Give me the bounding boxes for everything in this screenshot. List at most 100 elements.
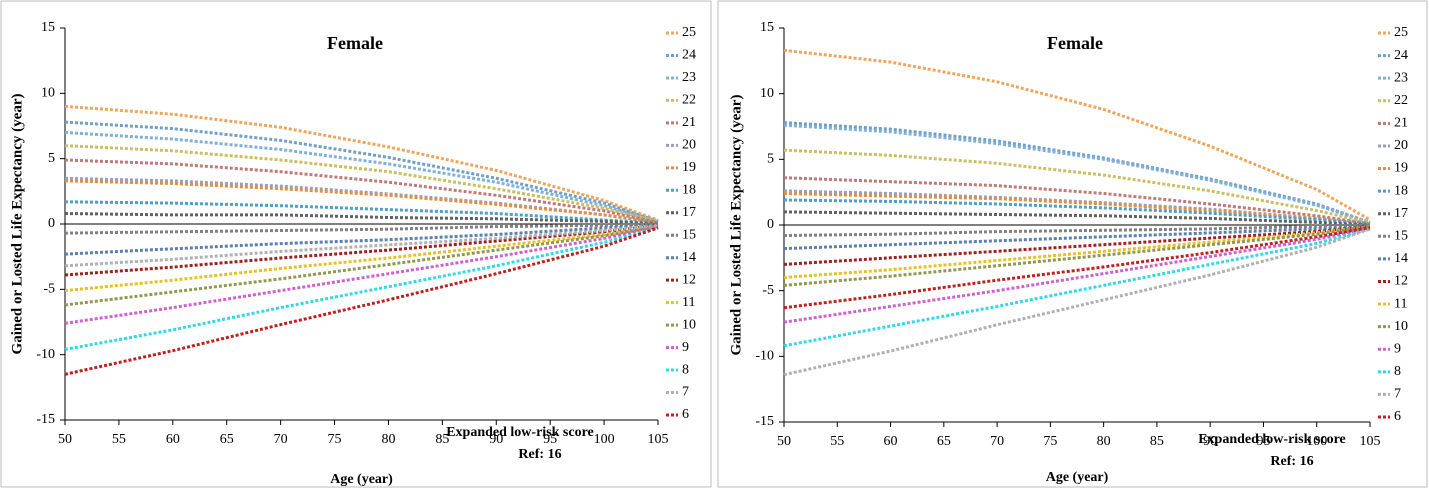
- series-line: [783, 227, 1371, 348]
- legend-label: 7: [682, 385, 689, 400]
- series-line: [783, 176, 1371, 226]
- legend-label: 7: [1394, 387, 1401, 402]
- x-tick-label: 90: [1203, 434, 1217, 449]
- legend-label: 18: [1394, 183, 1408, 198]
- series-line: [783, 224, 1371, 266]
- legend-label: 9: [1394, 341, 1401, 356]
- x-tick-label: 55: [830, 434, 844, 449]
- legend-label: 10: [682, 317, 696, 332]
- x-tick-label: 80: [381, 432, 395, 447]
- x-tick-label: 100: [1306, 434, 1327, 449]
- series-line: [783, 48, 1371, 222]
- series-line: [64, 104, 659, 222]
- y-tick-label: -10: [755, 349, 774, 364]
- y-tick-label: 0: [767, 217, 774, 232]
- series-line: [783, 227, 1371, 377]
- legend-label: 8: [1394, 364, 1401, 379]
- y-tick-label: 10: [41, 86, 55, 101]
- series-line: [64, 222, 659, 235]
- x-tick-label: 70: [990, 434, 1004, 449]
- y-tick-label: 5: [767, 152, 774, 167]
- x-tick-label: 55: [112, 432, 126, 447]
- x-axis-title: Age (year): [330, 472, 393, 487]
- y-axis-title: Gained or Losted Life Expectancy (year): [728, 95, 744, 356]
- series-line: [64, 212, 659, 226]
- legend-label: 10: [1394, 319, 1408, 334]
- x-tick-label: 105: [648, 432, 669, 447]
- x-tick-label: 50: [58, 432, 72, 447]
- series-line: [783, 226, 1371, 324]
- legend-label: 22: [682, 93, 696, 108]
- series-line: [783, 210, 1371, 227]
- series-line: [783, 224, 1371, 251]
- series-line: [783, 148, 1371, 224]
- x-axis-title: Age (year): [1046, 470, 1109, 485]
- legend-label: 8: [682, 362, 689, 377]
- series-line: [783, 192, 1371, 226]
- legend-label: 23: [682, 70, 696, 85]
- y-axis-title: Gained or Losted Life Expectancy (year): [9, 94, 25, 355]
- y-tick-label: -15: [36, 412, 55, 427]
- series-line: [783, 123, 1371, 224]
- legend-label: 15: [1394, 229, 1408, 244]
- x-tick-label: 85: [1150, 434, 1164, 449]
- legend-label: 11: [682, 295, 695, 310]
- legend-label: 17: [1394, 206, 1408, 221]
- y-tick-label: 10: [760, 86, 774, 101]
- y-tick-label: 5: [48, 151, 55, 166]
- legend-label: 19: [682, 160, 696, 175]
- x-tick-label: 90: [489, 432, 503, 447]
- legend-label: 24: [1394, 48, 1408, 63]
- series-line: [64, 200, 659, 225]
- series-line: [64, 226, 659, 376]
- legend-label: 25: [682, 25, 696, 40]
- legend-label: 20: [1394, 138, 1408, 153]
- annotation: Expanded low-risk score: [1198, 432, 1346, 447]
- legend-label: 19: [1394, 161, 1408, 176]
- series-line: [64, 225, 659, 293]
- legend-label: 23: [1394, 70, 1408, 85]
- legend-label: 24: [682, 48, 696, 63]
- series-line: [64, 225, 659, 307]
- legend-label: 21: [682, 115, 696, 130]
- series-line: [64, 120, 659, 223]
- series-line: [64, 158, 659, 225]
- legend-label: 18: [682, 183, 696, 198]
- legend-label: 14: [1394, 251, 1408, 266]
- y-tick-label: 15: [41, 20, 55, 35]
- legend-label: 22: [1394, 93, 1408, 108]
- series-line: [783, 224, 1371, 279]
- chart-title: Female: [327, 33, 383, 53]
- x-tick-label: 95: [543, 432, 557, 447]
- series-line: [783, 189, 1371, 226]
- legend-label: 11: [1394, 296, 1407, 311]
- legend-label: 20: [682, 138, 696, 153]
- legend-label: 12: [1394, 274, 1408, 289]
- x-tick-label: 80: [1097, 434, 1111, 449]
- y-tick-label: 0: [48, 216, 55, 231]
- x-tick-label: 60: [884, 434, 898, 449]
- series-line: [64, 223, 659, 268]
- series-line: [64, 223, 659, 256]
- y-tick-label: -10: [36, 347, 55, 362]
- annotation: Expanded low-risk score: [446, 425, 594, 440]
- x-tick-label: 70: [274, 432, 288, 447]
- x-tick-label: 105: [1360, 434, 1381, 449]
- x-tick-label: 95: [1256, 434, 1270, 449]
- legend-label: 25: [1394, 25, 1408, 40]
- series-line: [783, 223, 1371, 237]
- legend-label: 9: [682, 340, 689, 355]
- x-tick-label: 50: [777, 434, 791, 449]
- legend-label: 21: [1394, 116, 1408, 131]
- x-tick-label: 65: [220, 432, 234, 447]
- series-line: [64, 131, 659, 223]
- x-tick-label: 85: [435, 432, 449, 447]
- legend-label: 12: [682, 272, 696, 287]
- panel-border: [717, 0, 1428, 488]
- x-tick-label: 75: [328, 432, 342, 447]
- legend-label: 6: [1394, 409, 1401, 424]
- series-line: [64, 144, 659, 223]
- x-tick-label: 60: [166, 432, 180, 447]
- series-line: [783, 198, 1371, 226]
